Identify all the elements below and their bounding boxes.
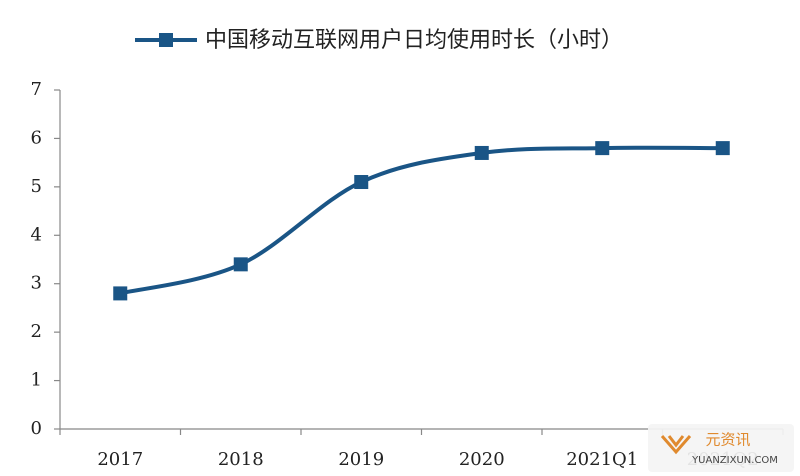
marker [595,141,610,156]
marker [474,145,489,160]
x-tick-label: 2019 [338,449,384,470]
watermark-box [648,424,794,472]
legend-marker [159,33,173,47]
y-tick-label: 1 [31,370,42,391]
line [119,145,723,296]
y-tick-label: 6 [31,127,42,148]
x-tick-label: 2018 [218,449,264,470]
watermark-logo [660,435,692,455]
y-tick-label: 7 [31,79,42,100]
marker [715,141,730,156]
y-tick-label: 3 [31,273,42,294]
x-tick-label: 2021Q1 [566,449,638,470]
y-tick-label: 5 [31,176,42,197]
watermark-site: YUANZIXUN.COM [691,455,778,466]
marker [354,175,369,190]
y-tick-label: 0 [31,418,42,439]
marker [113,286,128,301]
y-tick-label: 2 [31,321,42,342]
watermark: 元资讯 YUANZIXUN.COM [648,424,794,472]
watermark-name: 元资讯 [705,431,750,449]
x-tick-label: 2020 [459,449,505,470]
x-tick-label: 2017 [97,449,143,470]
marker [233,257,248,272]
y-tick-label: 4 [31,224,42,245]
legend-label: 中国移动互联网用户日均使用时长（小时） [205,28,623,53]
